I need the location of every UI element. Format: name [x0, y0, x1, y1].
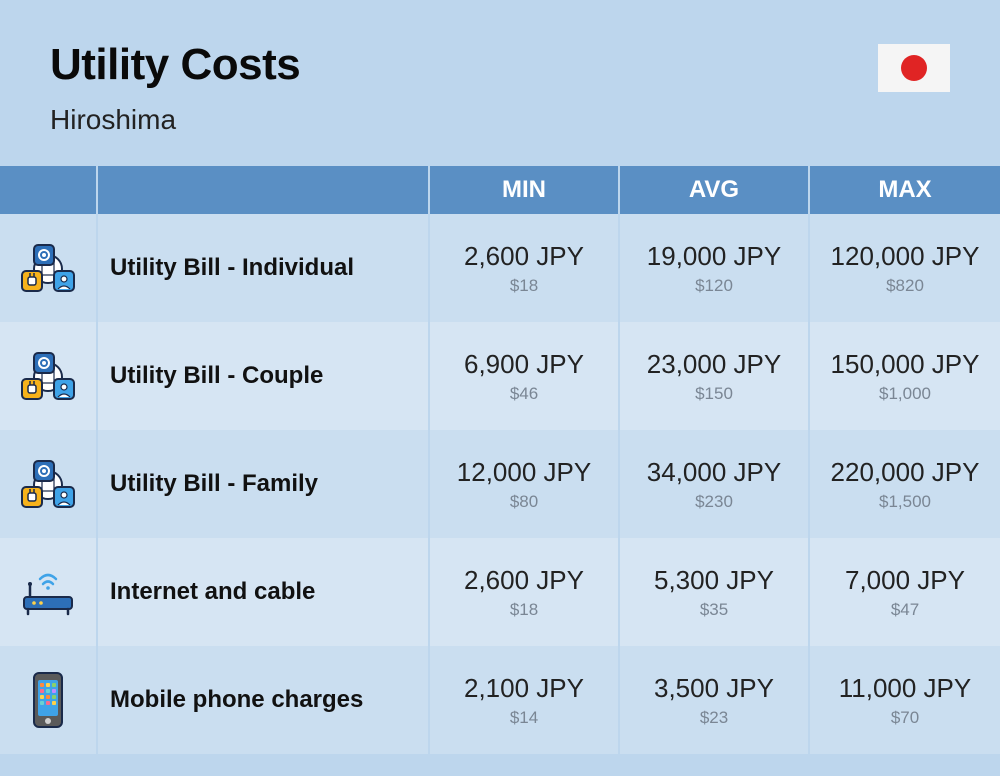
cell-max: 220,000 JPY $1,500 [810, 430, 1000, 538]
cell-avg: 3,500 JPY $23 [620, 646, 810, 754]
row-label-cell: Mobile phone charges [98, 646, 430, 754]
min-usd: $46 [510, 384, 538, 404]
cell-max: 120,000 JPY $820 [810, 214, 1000, 322]
max-jpy: 220,000 JPY [831, 457, 980, 488]
cell-min: 6,900 JPY $46 [430, 322, 620, 430]
row-label-cell: Internet and cable [98, 538, 430, 646]
row-label: Utility Bill - Individual [110, 254, 354, 282]
cost-table: MIN AVG MAX Utility Bill - Individual 2,6… [0, 166, 1000, 754]
page-title: Utility Costs [50, 40, 300, 90]
avg-usd: $23 [700, 708, 728, 728]
cell-min: 2,600 JPY $18 [430, 214, 620, 322]
th-max: MAX [810, 166, 1000, 214]
avg-usd: $120 [695, 276, 733, 296]
cell-max: 150,000 JPY $1,000 [810, 322, 1000, 430]
cell-max: 7,000 JPY $47 [810, 538, 1000, 646]
avg-jpy: 19,000 JPY [647, 241, 781, 272]
min-jpy: 2,100 JPY [464, 673, 584, 704]
min-jpy: 12,000 JPY [457, 457, 591, 488]
japan-flag-icon [878, 44, 950, 92]
utility-icon [0, 322, 98, 430]
min-jpy: 2,600 JPY [464, 565, 584, 596]
max-usd: $70 [891, 708, 919, 728]
cell-avg: 19,000 JPY $120 [620, 214, 810, 322]
table-row: Utility Bill - Individual 2,600 JPY $18 19,… [0, 214, 1000, 322]
cell-avg: 5,300 JPY $35 [620, 538, 810, 646]
title-block: Utility Costs Hiroshima [50, 40, 300, 136]
min-jpy: 6,900 JPY [464, 349, 584, 380]
avg-jpy: 5,300 JPY [654, 565, 774, 596]
th-avg: AVG [620, 166, 810, 214]
table-header: MIN AVG MAX [0, 166, 1000, 214]
phone-icon [0, 646, 98, 754]
cell-min: 12,000 JPY $80 [430, 430, 620, 538]
cell-max: 11,000 JPY $70 [810, 646, 1000, 754]
cell-avg: 34,000 JPY $230 [620, 430, 810, 538]
avg-jpy: 23,000 JPY [647, 349, 781, 380]
table-row: Internet and cable 2,600 JPY $18 5,300 JPY $… [0, 538, 1000, 646]
row-label-cell: Utility Bill - Family [98, 430, 430, 538]
max-usd: $1,000 [879, 384, 931, 404]
row-label: Internet and cable [110, 578, 315, 606]
row-label-cell: Utility Bill - Couple [98, 322, 430, 430]
utility-icon [0, 214, 98, 322]
table-row: Utility Bill - Couple 6,900 JPY $46 23,000 … [0, 322, 1000, 430]
avg-usd: $35 [700, 600, 728, 620]
router-icon [0, 538, 98, 646]
max-usd: $1,500 [879, 492, 931, 512]
avg-usd: $150 [695, 384, 733, 404]
flag-dot [901, 55, 927, 81]
table-row: Mobile phone charges 2,100 JPY $14 3,500 JP… [0, 646, 1000, 754]
row-label-cell: Utility Bill - Individual [98, 214, 430, 322]
avg-usd: $230 [695, 492, 733, 512]
th-icon [0, 166, 98, 214]
cell-min: 2,100 JPY $14 [430, 646, 620, 754]
page-subtitle: Hiroshima [50, 104, 300, 136]
row-label: Utility Bill - Family [110, 470, 318, 498]
row-label: Mobile phone charges [110, 686, 363, 714]
th-label [98, 166, 430, 214]
avg-jpy: 3,500 JPY [654, 673, 774, 704]
cell-min: 2,600 JPY $18 [430, 538, 620, 646]
utility-icon [0, 430, 98, 538]
min-usd: $18 [510, 276, 538, 296]
table-body: Utility Bill - Individual 2,600 JPY $18 19,… [0, 214, 1000, 754]
max-usd: $47 [891, 600, 919, 620]
th-min: MIN [430, 166, 620, 214]
max-jpy: 11,000 JPY [839, 673, 972, 704]
header: Utility Costs Hiroshima [0, 0, 1000, 166]
avg-jpy: 34,000 JPY [647, 457, 781, 488]
table-row: Utility Bill - Family 12,000 JPY $80 34,000… [0, 430, 1000, 538]
max-jpy: 120,000 JPY [831, 241, 980, 272]
row-label: Utility Bill - Couple [110, 362, 323, 390]
max-usd: $820 [886, 276, 924, 296]
min-usd: $80 [510, 492, 538, 512]
cell-avg: 23,000 JPY $150 [620, 322, 810, 430]
min-usd: $14 [510, 708, 538, 728]
min-usd: $18 [510, 600, 538, 620]
min-jpy: 2,600 JPY [464, 241, 584, 272]
max-jpy: 7,000 JPY [845, 565, 965, 596]
max-jpy: 150,000 JPY [831, 349, 980, 380]
